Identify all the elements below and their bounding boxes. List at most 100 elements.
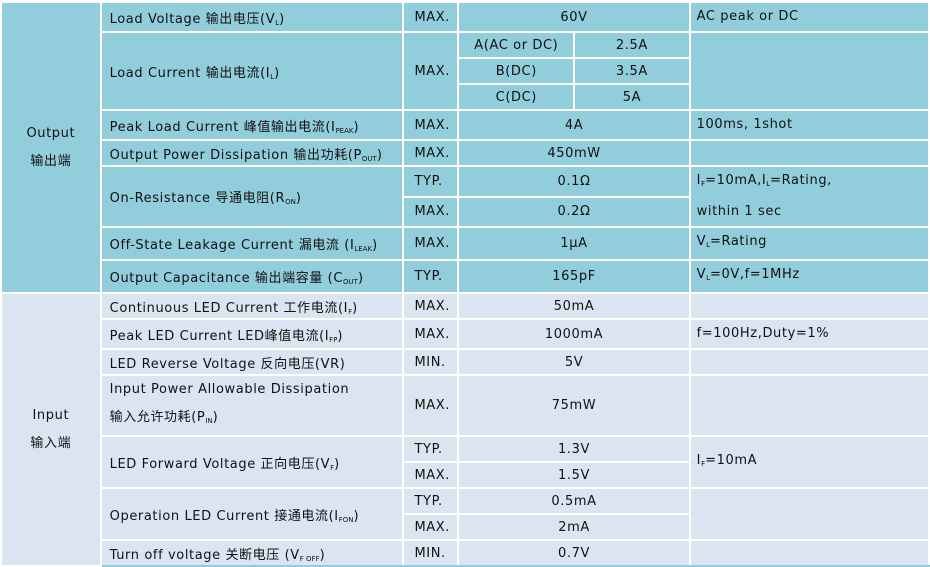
condition-type: MAX. — [402, 292, 460, 320]
parameter-suffix: ) — [357, 271, 364, 286]
parameter-suffix: ) — [295, 191, 302, 206]
parameter-text: LED Forward Voltage 正向电压(V — [109, 456, 331, 472]
parameter-suffix: ) — [212, 410, 219, 425]
rating-value: 50mA — [457, 292, 691, 320]
table-row: Output 输出端 Load Voltage 输出电压(VL) MAX. 60V AC … — [0, 1, 930, 294]
parameter-name: Operation LED Current 接通电流(IFON) — [99, 487, 405, 541]
parameter-suffix: ) — [337, 328, 344, 344]
condition-type: MIN. — [402, 539, 460, 567]
parameter-name: Load Voltage 输出电压(VL) — [99, 1, 405, 33]
group-label-en: Output — [26, 125, 76, 141]
group-label-cn: 输出端 — [30, 153, 72, 169]
condition-type: TYP. — [402, 259, 460, 294]
parameter-suffix: ) — [319, 547, 326, 563]
table-row: LED Reverse Voltage 反向电压(VR) MIN. 5V — [1, 348, 930, 376]
parameter-text: LED Reverse Voltage 反向电压(VR) — [109, 356, 346, 372]
table-row: Input 输入端 Continuous LED Current 工作电流(IF) M… — [0, 292, 930, 567]
variant-label: A(AC or DC) — [457, 31, 576, 59]
condition-type: MAX. — [402, 226, 460, 261]
rating-value: 1.3V — [457, 435, 691, 463]
condition-type: MAX. — [402, 1, 460, 33]
parameter-name: Continuous LED Current 工作电流(IF) — [99, 292, 405, 320]
parameter-name: Peak LED Current LED峰值电流(IFP) — [99, 318, 405, 350]
parameter-text: Operation LED Current 接通电流(I — [109, 508, 339, 524]
parameter-suffix: ) — [334, 456, 340, 472]
note-text: I — [696, 452, 702, 468]
parameter-subscript: PEAK — [335, 126, 354, 135]
parameter-name: LED Reverse Voltage 反向电压(VR) — [99, 348, 405, 376]
condition-type: MAX. — [402, 31, 460, 111]
rating-value: 0.2Ω — [457, 195, 691, 228]
rating-value: 4A — [457, 109, 691, 141]
condition-type: MAX. — [402, 139, 460, 167]
table-row: Input Power Allowable Dissipation 输入允许功耗… — [1, 374, 930, 437]
rating-value: 5V — [457, 348, 691, 376]
condition-type: MIN. — [402, 348, 460, 376]
parameter-text: Output Capacitance 输出端容量 (C — [109, 271, 344, 286]
parameter-subscript: F — [348, 307, 353, 316]
parameter-suffix: ) — [353, 119, 360, 135]
note — [688, 292, 930, 320]
rating-value: 60V — [457, 1, 691, 33]
condition-type: MAX. — [402, 513, 460, 541]
note-text: =10mA — [705, 452, 758, 468]
parameter-text: Load Current 输出电流(I — [109, 65, 271, 81]
group-output: Output 输出端 — [0, 1, 102, 294]
table-row: Output Capacitance 输出端容量 (COUT) TYP. 165pF… — [1, 259, 930, 294]
parameter-name: Output Capacitance 输出端容量 (COUT) — [99, 259, 405, 294]
table-row: On-Resistance 导通电阻(RON) TYP. 0.1Ω IF=10mA,I… — [1, 165, 930, 228]
note — [688, 487, 930, 541]
parameter-suffix: ) — [274, 65, 280, 81]
note — [688, 374, 930, 437]
parameter-text: Peak LED Current LED峰值电流(I — [109, 328, 330, 344]
parameter-name: On-Resistance 导通电阻(RON) — [99, 165, 405, 228]
note-subscript: L — [706, 241, 711, 249]
variant-label: C(DC) — [457, 83, 576, 111]
condition-type: MAX. — [402, 374, 460, 437]
parameter-subscript: L — [270, 72, 275, 81]
note-text: I — [696, 173, 702, 188]
condition-type: TYP. — [402, 165, 460, 198]
table-row: Load Current 输出电流(IL) MAX. A(AC or DC) 2.5A — [1, 31, 930, 111]
parameter-subscript: ON — [285, 198, 296, 206]
parameter-text: Input Power Allowable Dissipation 输入允许功耗… — [109, 382, 350, 425]
note — [688, 139, 930, 167]
variant-value: 5A — [573, 83, 691, 111]
note — [688, 31, 930, 111]
rating-value: 0.1Ω — [457, 165, 691, 198]
group-input: Input 输入端 — [0, 292, 102, 567]
table-row: LED Forward Voltage 正向电压(VF) TYP. 1.3V IF=1… — [1, 435, 930, 489]
parameter-suffix: ) — [376, 147, 383, 163]
rating-value: 2mA — [457, 513, 691, 541]
condition-type: MAX. — [402, 195, 460, 228]
parameter-text: Continuous LED Current 工作电流(I — [109, 300, 349, 316]
note — [688, 539, 930, 567]
note: AC peak or DC — [688, 1, 930, 33]
parameter-subscript: LEAK — [354, 245, 373, 253]
parameter-suffix: ) — [353, 508, 360, 524]
note-text: V — [696, 234, 707, 249]
condition-type: TYP. — [402, 435, 460, 463]
note: VL=0V,f=1MHz — [688, 259, 930, 294]
note: VL=Rating — [688, 226, 930, 261]
parameter-subscript: L — [275, 18, 280, 27]
parameter-suffix: ) — [352, 300, 358, 316]
parameter-text: Output Power Dissipation 输出功耗(P — [109, 147, 362, 163]
variant-value: 2.5A — [573, 31, 691, 59]
note-subscript: F — [701, 180, 706, 188]
parameter-suffix: ) — [279, 11, 285, 27]
table-row: Peak LED Current LED峰值电流(IFP) MAX. 1000mA f… — [1, 318, 930, 350]
note-text: =10mA,I — [705, 173, 767, 188]
variant-value: 3.5A — [573, 57, 691, 85]
note-text: =Rating, within 1 sec — [696, 173, 832, 219]
rating-value: 0.5mA — [457, 487, 691, 515]
parameter-name: LED Forward Voltage 正向电压(VF) — [99, 435, 405, 489]
condition-type: TYP. — [402, 487, 460, 515]
rating-value: 75mW — [457, 374, 691, 437]
parameter-text: Turn off voltage 关断电压 (V — [109, 547, 300, 563]
note-text: =0V,f=1MHz — [710, 267, 800, 282]
note-text: =Rating — [710, 234, 768, 249]
table-row: Operation LED Current 接通电流(IFON) TYP. 0.5m… — [1, 487, 930, 541]
